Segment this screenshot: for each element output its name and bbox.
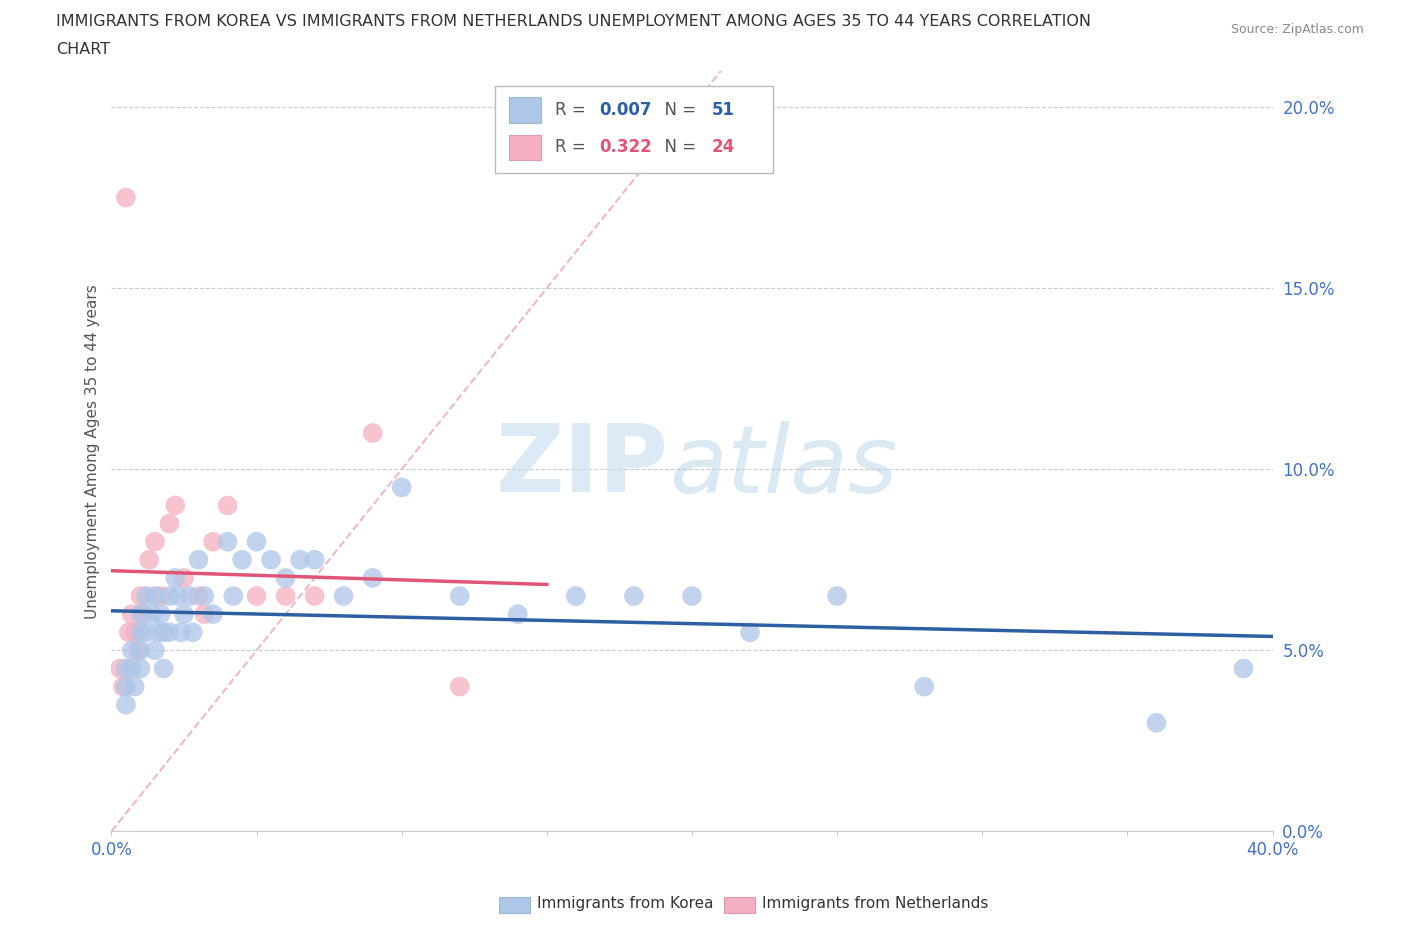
Point <box>149 606 172 621</box>
Point <box>1144 715 1167 730</box>
Point <box>129 589 152 604</box>
Point <box>129 606 152 621</box>
Point <box>506 606 529 621</box>
Text: R =: R = <box>555 101 591 119</box>
Point <box>274 589 297 604</box>
Point <box>222 589 245 604</box>
Point <box>159 589 181 604</box>
Point <box>115 698 138 712</box>
Point <box>129 643 152 658</box>
Point <box>304 552 326 567</box>
Point <box>304 589 326 604</box>
Point <box>129 625 152 640</box>
Point <box>391 480 413 495</box>
Point <box>159 516 181 531</box>
Point <box>565 589 588 604</box>
Text: N =: N = <box>654 139 702 156</box>
Point <box>115 679 138 694</box>
Point <box>179 589 201 604</box>
Point <box>143 534 166 549</box>
Text: Source: ZipAtlas.com: Source: ZipAtlas.com <box>1230 23 1364 36</box>
Point <box>143 643 166 658</box>
Point <box>167 589 190 604</box>
Point <box>152 625 174 640</box>
Point <box>260 552 283 567</box>
Point <box>149 589 172 604</box>
Point <box>111 679 134 694</box>
Point <box>135 589 157 604</box>
Point <box>449 589 471 604</box>
Point <box>121 643 143 658</box>
Point <box>245 589 267 604</box>
Point <box>127 643 149 658</box>
Text: 0.322: 0.322 <box>599 139 652 156</box>
Point <box>681 589 703 604</box>
Point <box>274 570 297 585</box>
Point <box>173 606 195 621</box>
Point <box>217 534 239 549</box>
FancyBboxPatch shape <box>495 86 773 174</box>
Point <box>825 589 848 604</box>
Point <box>361 570 384 585</box>
Point <box>173 570 195 585</box>
Point <box>623 589 645 604</box>
Text: 51: 51 <box>711 101 735 119</box>
Point <box>118 625 141 640</box>
Point <box>361 426 384 441</box>
Point <box>187 589 209 604</box>
Point <box>159 625 181 640</box>
Text: Immigrants from Korea: Immigrants from Korea <box>537 897 714 911</box>
Text: Immigrants from Netherlands: Immigrants from Netherlands <box>762 897 988 911</box>
Text: ZIP: ZIP <box>496 420 669 512</box>
Point <box>738 625 761 640</box>
Point <box>146 625 169 640</box>
Point <box>288 552 311 567</box>
Point <box>152 661 174 676</box>
Point <box>165 570 187 585</box>
Point <box>108 661 131 676</box>
Point <box>135 625 157 640</box>
Text: R =: R = <box>555 139 591 156</box>
Point <box>170 625 193 640</box>
Point <box>121 661 143 676</box>
Point <box>138 552 160 567</box>
Point <box>124 679 146 694</box>
Point <box>449 679 471 694</box>
Point <box>202 534 225 549</box>
FancyBboxPatch shape <box>509 135 541 160</box>
Point <box>132 606 155 621</box>
Text: 24: 24 <box>711 139 735 156</box>
Point <box>181 625 204 640</box>
Point <box>124 625 146 640</box>
Point <box>912 679 935 694</box>
Text: 0.007: 0.007 <box>599 101 651 119</box>
Text: IMMIGRANTS FROM KOREA VS IMMIGRANTS FROM NETHERLANDS UNEMPLOYMENT AMONG AGES 35 : IMMIGRANTS FROM KOREA VS IMMIGRANTS FROM… <box>56 14 1091 29</box>
Point <box>115 661 138 676</box>
FancyBboxPatch shape <box>509 98 541 123</box>
Point <box>129 661 152 676</box>
Text: atlas: atlas <box>669 421 897 512</box>
Point <box>217 498 239 513</box>
Point <box>231 552 253 567</box>
Point <box>193 606 215 621</box>
Point <box>115 190 138 205</box>
Point <box>245 534 267 549</box>
Point <box>1232 661 1254 676</box>
Y-axis label: Unemployment Among Ages 35 to 44 years: Unemployment Among Ages 35 to 44 years <box>86 284 100 618</box>
Text: N =: N = <box>654 101 702 119</box>
Point <box>193 589 215 604</box>
Point <box>202 606 225 621</box>
Text: CHART: CHART <box>56 42 110 57</box>
Point <box>143 589 166 604</box>
Point <box>165 498 187 513</box>
Point <box>332 589 354 604</box>
Point <box>187 552 209 567</box>
Point <box>141 606 163 621</box>
Point <box>121 606 143 621</box>
